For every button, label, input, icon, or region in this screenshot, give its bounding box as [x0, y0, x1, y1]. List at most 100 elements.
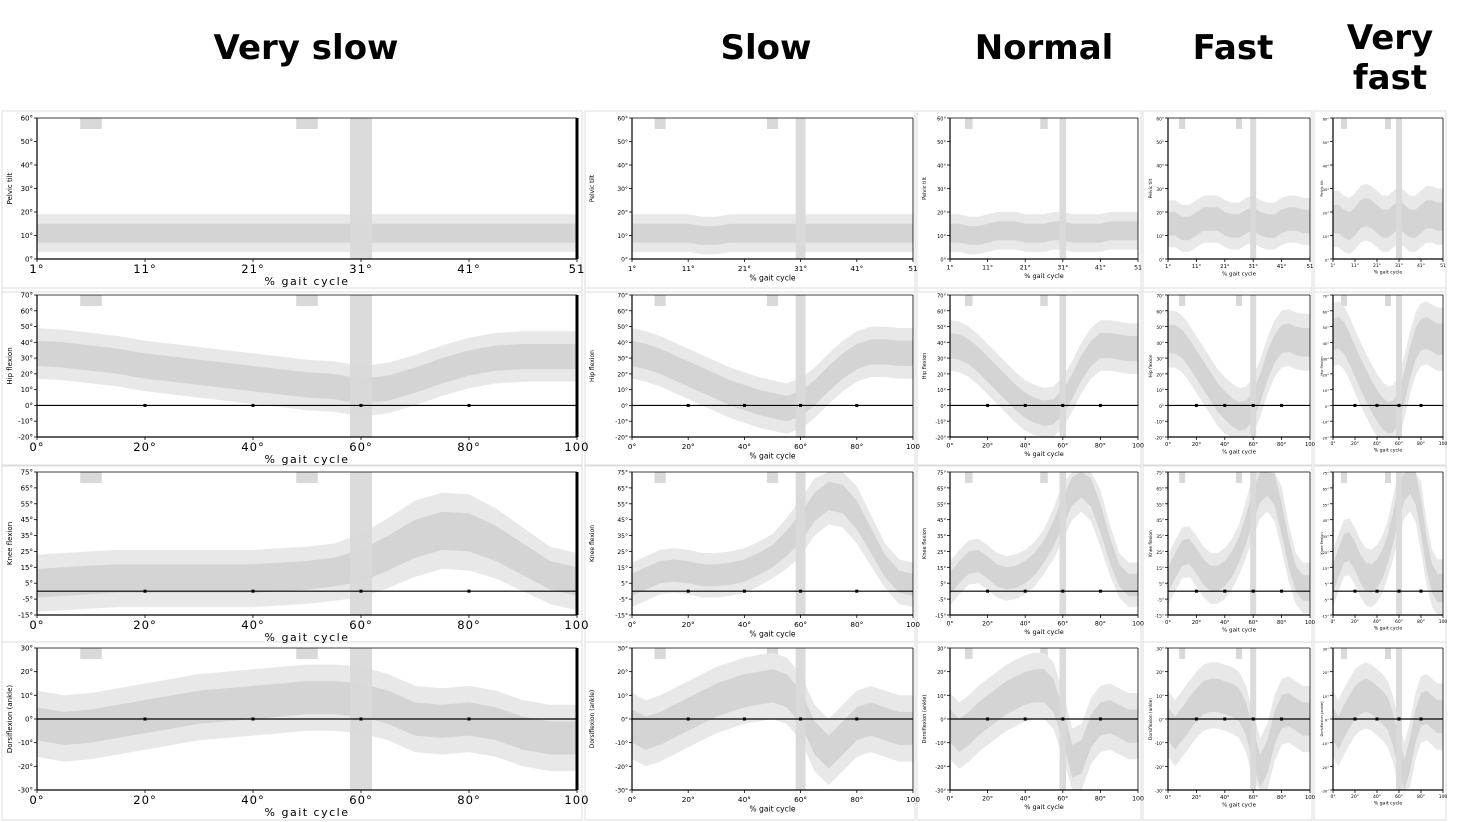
x-tick-label: 100: [1132, 620, 1144, 627]
x-tick-label: 20°: [1192, 795, 1202, 801]
toe-off-bar: [1250, 295, 1257, 437]
event-marker: [766, 295, 779, 306]
zero-line-tick: [742, 589, 746, 593]
y-tick-label: 20°: [1156, 372, 1164, 378]
zero-line-tick: [855, 589, 859, 593]
zero-line-tick: [1098, 589, 1102, 593]
y-tick-label: 50°: [617, 324, 628, 331]
inner-band: [632, 669, 913, 769]
toe-off-bar: [795, 118, 806, 259]
zero-line-tick: [251, 717, 255, 721]
zero-line-tick: [1353, 403, 1357, 407]
y-tick-label: 20°: [937, 372, 946, 378]
x-tick-label: 51: [1440, 263, 1446, 269]
y-tick-label: 35°: [21, 532, 33, 540]
y-tick-label: 40°: [1156, 341, 1164, 347]
x-tick-label: 100: [564, 440, 589, 454]
column-title-very-fast: Very fast: [1330, 18, 1450, 98]
zero-line-tick: [799, 717, 803, 721]
x-tick-label: 40°: [241, 618, 265, 632]
y-tick-label: 0°: [621, 257, 628, 264]
inner-band: [1168, 472, 1310, 601]
y-tick-label: 45°: [21, 516, 33, 524]
x-axis-label: % gait cycle: [749, 630, 796, 639]
inner-band: [37, 340, 577, 404]
inner-band: [1333, 472, 1443, 603]
x-tick-label: 0°: [1165, 442, 1171, 448]
y-tick-label: 75°: [617, 470, 628, 477]
x-axis-label: % gait cycle: [1024, 803, 1064, 811]
inner-band: [1333, 197, 1443, 241]
y-tick-label: 30°: [937, 647, 946, 653]
inner-band: [37, 511, 577, 598]
x-tick-label: 20°: [682, 795, 695, 804]
panel-1-3: 70° 60° 50° 40° 30° 20° 10° 0° -10° -20° Hip flexi…: [1148, 294, 1316, 456]
y-tick-label: -20°: [18, 434, 33, 442]
y-axis-label: Hip flexion: [589, 350, 596, 382]
zero-line-tick: [359, 403, 363, 407]
y-tick-label: -15°: [18, 612, 33, 620]
x-axis-label: % gait cycle: [265, 631, 350, 644]
x-tick-label: 60°: [1057, 441, 1068, 449]
y-tick-label: 70°: [937, 294, 946, 300]
y-tick-label: 65°: [21, 484, 33, 492]
panel-0-2: 60° 50° 40° 30° 20° 10° 0° Pelvic tilt 1° 11° 21° 3…: [922, 117, 1142, 280]
zero-line-tick: [251, 403, 255, 407]
zero-line-tick: [986, 589, 990, 593]
y-tick-label: -5°: [1158, 598, 1164, 604]
x-axis-label: % gait cycle: [749, 805, 796, 814]
x-tick-label: 51: [1307, 264, 1314, 270]
y-tick-label: -20°: [1321, 766, 1329, 770]
y-tick-label: -10°: [18, 739, 33, 747]
y-tick-label: 50°: [937, 140, 946, 146]
y-tick-label: 70°: [1156, 294, 1164, 300]
x-tick-label: 20°: [133, 440, 157, 454]
y-axis-label: Knee flexion: [6, 522, 14, 565]
y-tick-label: 30°: [1156, 357, 1164, 363]
zero-line-tick: [1280, 403, 1284, 407]
zero-line-tick: [1397, 717, 1401, 721]
x-tick-label: 20°: [682, 442, 695, 451]
event-marker: [1341, 472, 1347, 483]
x-tick-label: 100: [1439, 619, 1448, 625]
y-tick-label: 60°: [1323, 118, 1330, 122]
x-tick-label: 31°: [794, 264, 807, 273]
y-tick-label: 10°: [617, 693, 628, 700]
y-tick-label: 60°: [617, 308, 628, 315]
x-tick-label: 11°: [982, 263, 993, 271]
y-tick-label: 45°: [617, 517, 628, 524]
column-title-very-fast-text: Very fast: [1346, 18, 1434, 98]
x-tick-label: 0°: [1330, 441, 1335, 447]
x-tick-label: 20°: [682, 620, 695, 629]
x-tick-label: 80°: [1417, 619, 1425, 625]
x-axis-label: % gait cycle: [1374, 269, 1403, 275]
y-tick-label: -10°: [18, 418, 33, 426]
zero-line-tick: [1280, 589, 1284, 593]
y-axis-label: Knee flexion: [1148, 530, 1154, 557]
panel-border-r0-c3: [1142, 110, 1313, 293]
y-tick-label: 10°: [1156, 388, 1164, 394]
x-tick-label: 21°: [1220, 264, 1230, 270]
event-marker: [654, 648, 666, 659]
event-marker: [965, 648, 973, 659]
y-tick-label: 50°: [937, 325, 946, 331]
x-tick-label: 11°: [133, 262, 157, 276]
y-tick-label: 20°: [1156, 211, 1164, 217]
x-axis-label: % gait cycle: [1222, 628, 1257, 634]
y-axis-label: Dorsiflexion (ankle): [1148, 698, 1154, 740]
y-tick-label: 55°: [1323, 503, 1330, 507]
x-tick-label: 0°: [628, 620, 636, 629]
y-tick-label: -10°: [1155, 741, 1164, 747]
x-axis-label: % gait cycle: [1374, 447, 1403, 453]
x-tick-label: 60°: [349, 618, 373, 632]
panel-0-4: 60° 50° 40° 30° 20° 10° 0° Pelvic tilt 1° 11° 21° 3…: [1320, 118, 1446, 276]
y-tick-label: 45°: [1156, 518, 1164, 524]
x-tick-label: 31°: [1057, 263, 1068, 271]
x-tick-label: 11°: [1351, 263, 1359, 269]
zero-line-tick: [1251, 717, 1255, 721]
panel-border-r0-c4: [1313, 110, 1447, 293]
y-tick-label: -20°: [18, 763, 33, 771]
y-tick-label: 40°: [617, 340, 628, 347]
x-tick-label: 0°: [29, 618, 44, 632]
y-tick-label: -30°: [615, 788, 628, 795]
